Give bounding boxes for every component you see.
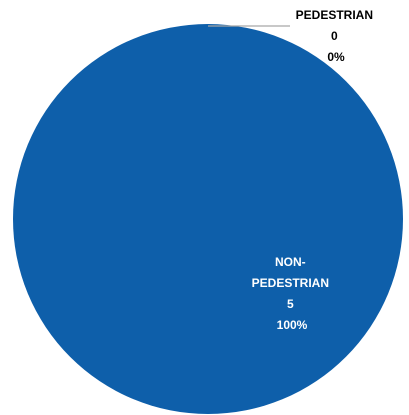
pedestrian-label: PEDESTRIAN 0 0% — [296, 8, 377, 64]
non-pedestrian-label-line2: PEDESTRIAN — [252, 276, 329, 290]
slice-non-pedestrian — [13, 24, 403, 414]
pie-slices — [13, 24, 403, 414]
pedestrian-label-percent: 0% — [327, 50, 345, 64]
non-pedestrian-label-percent: 100% — [277, 318, 308, 332]
non-pedestrian-label: NON- PEDESTRIAN 5 100% — [252, 255, 333, 332]
pedestrian-label-name: PEDESTRIAN — [296, 8, 373, 22]
non-pedestrian-label-line1: NON- — [275, 255, 306, 269]
pedestrian-label-value: 0 — [331, 29, 338, 43]
non-pedestrian-label-value: 5 — [287, 297, 294, 311]
